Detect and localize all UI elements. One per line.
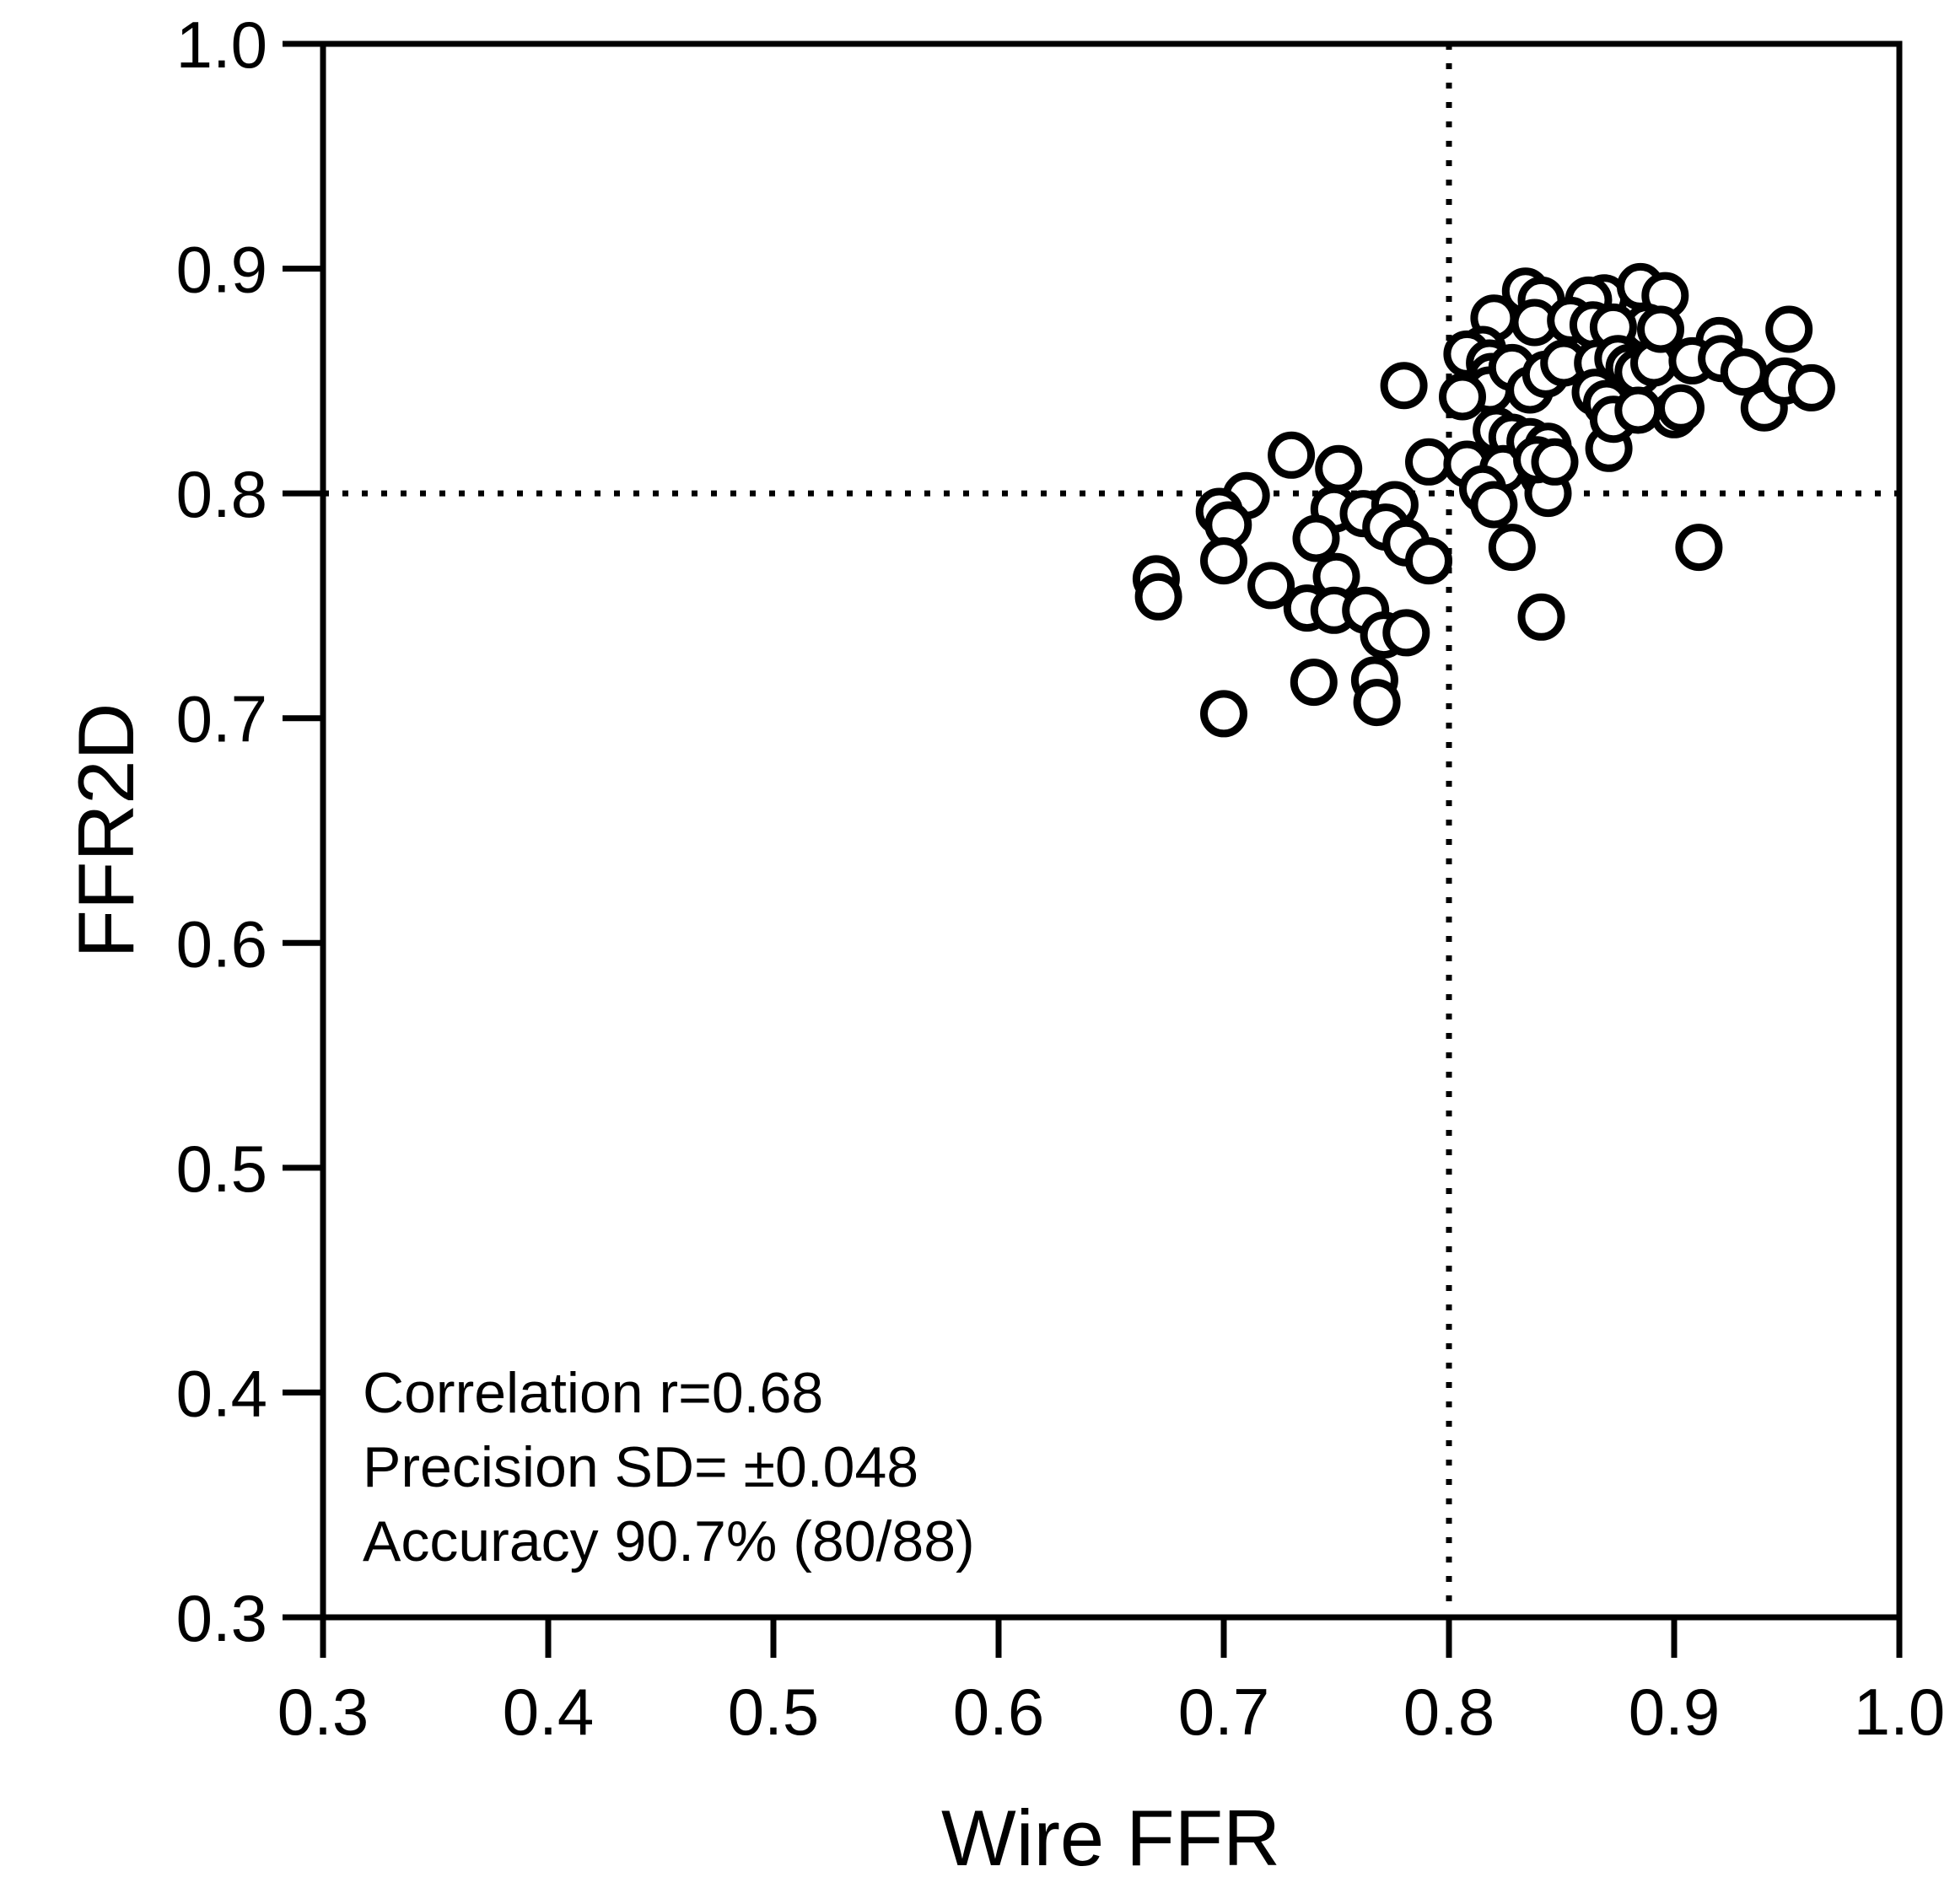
x-tick-label: 0.8 bbox=[1403, 1675, 1495, 1749]
y-tick-label: 0.3 bbox=[176, 1581, 267, 1655]
x-tick-label: 0.3 bbox=[277, 1675, 369, 1749]
scatter-point bbox=[1439, 373, 1486, 421]
scatter-point bbox=[1488, 524, 1536, 572]
scatter-point bbox=[1614, 386, 1662, 434]
scatter-point bbox=[1405, 438, 1452, 486]
scatter-point bbox=[1292, 514, 1340, 562]
annotation-correlation: Correlation r=0.68 bbox=[363, 1361, 823, 1425]
x-tick-label: 1.0 bbox=[1854, 1675, 1945, 1749]
y-axis-title: FFR2D bbox=[62, 703, 150, 959]
stats-annotation: Correlation r=0.68 Precision SD= ±0.048 … bbox=[363, 1361, 975, 1573]
y-tick-label: 0.7 bbox=[176, 682, 267, 756]
scatter-point bbox=[1470, 481, 1518, 529]
scatter-point bbox=[1787, 363, 1835, 411]
scatter-point bbox=[1315, 444, 1363, 492]
x-axis-title: Wire FFR bbox=[941, 1794, 1280, 1882]
x-tick-label: 0.5 bbox=[728, 1675, 819, 1749]
scatter-points bbox=[1132, 262, 1835, 738]
scatter-point bbox=[1382, 609, 1430, 657]
x-tick-label: 0.7 bbox=[1178, 1675, 1269, 1749]
y-tick-label: 0.4 bbox=[176, 1356, 267, 1430]
scatter-point bbox=[1765, 305, 1813, 353]
scatter-point bbox=[1720, 348, 1768, 396]
x-tick-label: 0.4 bbox=[503, 1675, 594, 1749]
x-axis-ticks: 0.3 0.4 0.5 0.6 0.7 0.8 0.9 1.0 bbox=[277, 1617, 1945, 1749]
scatter-point bbox=[1531, 438, 1579, 486]
scatter-point bbox=[1247, 562, 1295, 610]
y-tick-label: 0.8 bbox=[176, 457, 267, 531]
scatter-point bbox=[1290, 659, 1338, 707]
y-tick-label: 0.5 bbox=[176, 1132, 267, 1206]
scatter-point bbox=[1353, 679, 1401, 727]
y-tick-label: 0.6 bbox=[176, 906, 267, 981]
annotation-accuracy: Accuracy 90.7% (80/88) bbox=[363, 1509, 975, 1573]
annotation-precision: Precision SD= ±0.048 bbox=[363, 1435, 918, 1499]
scatter-point bbox=[1200, 690, 1247, 738]
scatter-point bbox=[1637, 305, 1684, 353]
scatter-point bbox=[1200, 537, 1247, 585]
x-tick-label: 0.9 bbox=[1629, 1675, 1720, 1749]
scatter-point bbox=[1675, 524, 1723, 572]
scatter-point bbox=[1134, 573, 1182, 621]
x-tick-label: 0.6 bbox=[953, 1675, 1044, 1749]
y-tick-label: 1.0 bbox=[176, 8, 267, 82]
scatter-point bbox=[1517, 593, 1565, 641]
y-tick-label: 0.9 bbox=[176, 233, 267, 307]
scatter-point bbox=[1405, 537, 1452, 585]
plot-frame bbox=[320, 40, 1903, 1621]
scatter-point bbox=[1268, 431, 1316, 479]
scatter-point bbox=[1657, 384, 1705, 432]
y-axis-ticks: 0.3 0.4 0.5 0.6 0.7 0.8 0.9 1.0 bbox=[176, 8, 323, 1655]
scatter-point bbox=[1380, 362, 1428, 410]
